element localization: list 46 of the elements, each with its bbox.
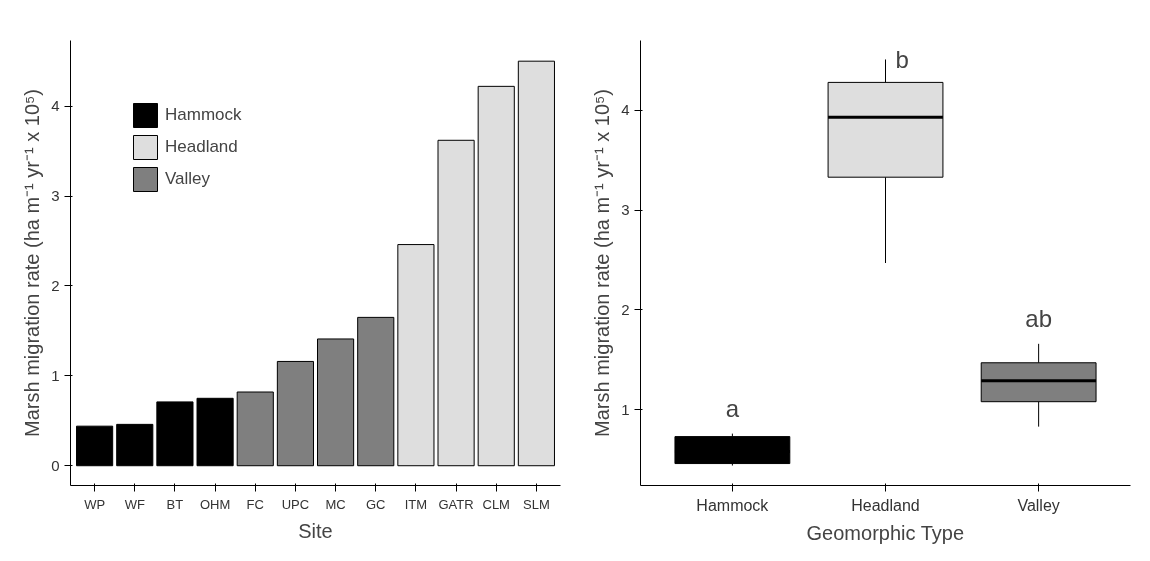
bar [437, 139, 475, 467]
x-tick-label: Valley [1017, 496, 1060, 514]
x-axis-title: Geomorphic Type [806, 521, 965, 544]
x-tick-label: SLM [523, 496, 550, 512]
x-tick-label: OHM [199, 496, 231, 512]
y-tick-label: 3 [621, 201, 630, 219]
annotation: a [725, 394, 740, 422]
x-tick-label: ITM [404, 496, 428, 512]
bar [196, 397, 234, 467]
y-tick-label: 2 [621, 300, 630, 318]
y-tick-label: 4 [51, 97, 60, 115]
x-tick-label: FC [246, 496, 264, 512]
bar [156, 401, 194, 467]
bar [357, 316, 395, 467]
bar [317, 338, 355, 467]
y-tick-label: 0 [51, 456, 60, 474]
bar [477, 85, 515, 467]
x-tick-label: GC [366, 496, 386, 512]
bar [517, 60, 555, 467]
annotation: b [895, 45, 909, 73]
y-tick-label: 1 [621, 400, 630, 418]
y-tick-label: 1 [51, 366, 60, 384]
legend-label: Hammock [165, 105, 242, 125]
x-tick-label: UPC [281, 496, 310, 512]
x-tick-label: Hammock [696, 496, 770, 514]
y-tick-label: 2 [51, 276, 60, 294]
x-tick-label: GATR [438, 496, 474, 512]
annotation: ab [1025, 304, 1052, 332]
bar [76, 425, 114, 467]
bar [397, 244, 435, 467]
x-tick-label: WP [84, 496, 106, 512]
x-tick-label: MC [325, 496, 346, 512]
x-axis-title: Site [298, 519, 333, 542]
x-tick-label: WF [124, 496, 145, 512]
bar [276, 360, 314, 467]
y-tick-label: 4 [621, 101, 630, 119]
bar [236, 391, 274, 467]
y-axis-title: Marsh migration rate (ha m⁻¹ yr⁻¹ x 10⁵) [591, 89, 614, 437]
legend-label: Valley [165, 169, 211, 189]
x-tick-label: BT [166, 496, 184, 512]
bar [116, 423, 154, 467]
y-tick-label: 3 [51, 187, 60, 205]
legend-label: Headland [165, 137, 238, 157]
x-tick-label: Headland [851, 496, 920, 514]
x-tick-label: CLM [482, 496, 510, 512]
y-axis-title: Marsh migration rate (ha m⁻¹ yr⁻¹ x 10⁵) [21, 89, 44, 437]
